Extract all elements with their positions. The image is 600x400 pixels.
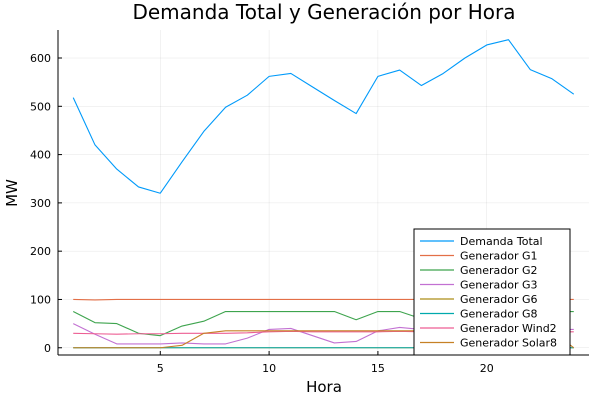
y-axis-label: MW xyxy=(3,179,21,207)
legend-label: Demanda Total xyxy=(460,235,543,248)
x-axis-label: Hora xyxy=(306,378,342,396)
legend-label: Generador G6 xyxy=(460,293,538,306)
y-tick-label: 100 xyxy=(30,293,51,306)
legend-label: Generador G3 xyxy=(460,279,538,292)
y-tick-label: 600 xyxy=(30,52,51,65)
legend-label: Generador Wind2 xyxy=(460,322,557,335)
x-tick-label: 5 xyxy=(157,362,164,375)
x-tick-label: 10 xyxy=(262,362,276,375)
y-tick-label: 300 xyxy=(30,197,51,210)
x-tick-label: 15 xyxy=(371,362,385,375)
y-tick-label: 200 xyxy=(30,245,51,258)
y-tick-label: 0 xyxy=(44,342,51,355)
y-tick-label: 400 xyxy=(30,149,51,162)
legend-label: Generador Solar8 xyxy=(460,337,557,350)
series-line-demanda-total xyxy=(72,39,575,194)
legend-box xyxy=(413,228,571,356)
x-tick-label: 20 xyxy=(480,362,494,375)
legend-label: Generador G8 xyxy=(460,308,538,321)
chart-title: Demanda Total y Generación por Hora xyxy=(132,0,515,24)
legend-label: Generador G1 xyxy=(460,250,538,263)
y-tick-label: 500 xyxy=(30,100,51,113)
legend-label: Generador G2 xyxy=(460,264,538,277)
